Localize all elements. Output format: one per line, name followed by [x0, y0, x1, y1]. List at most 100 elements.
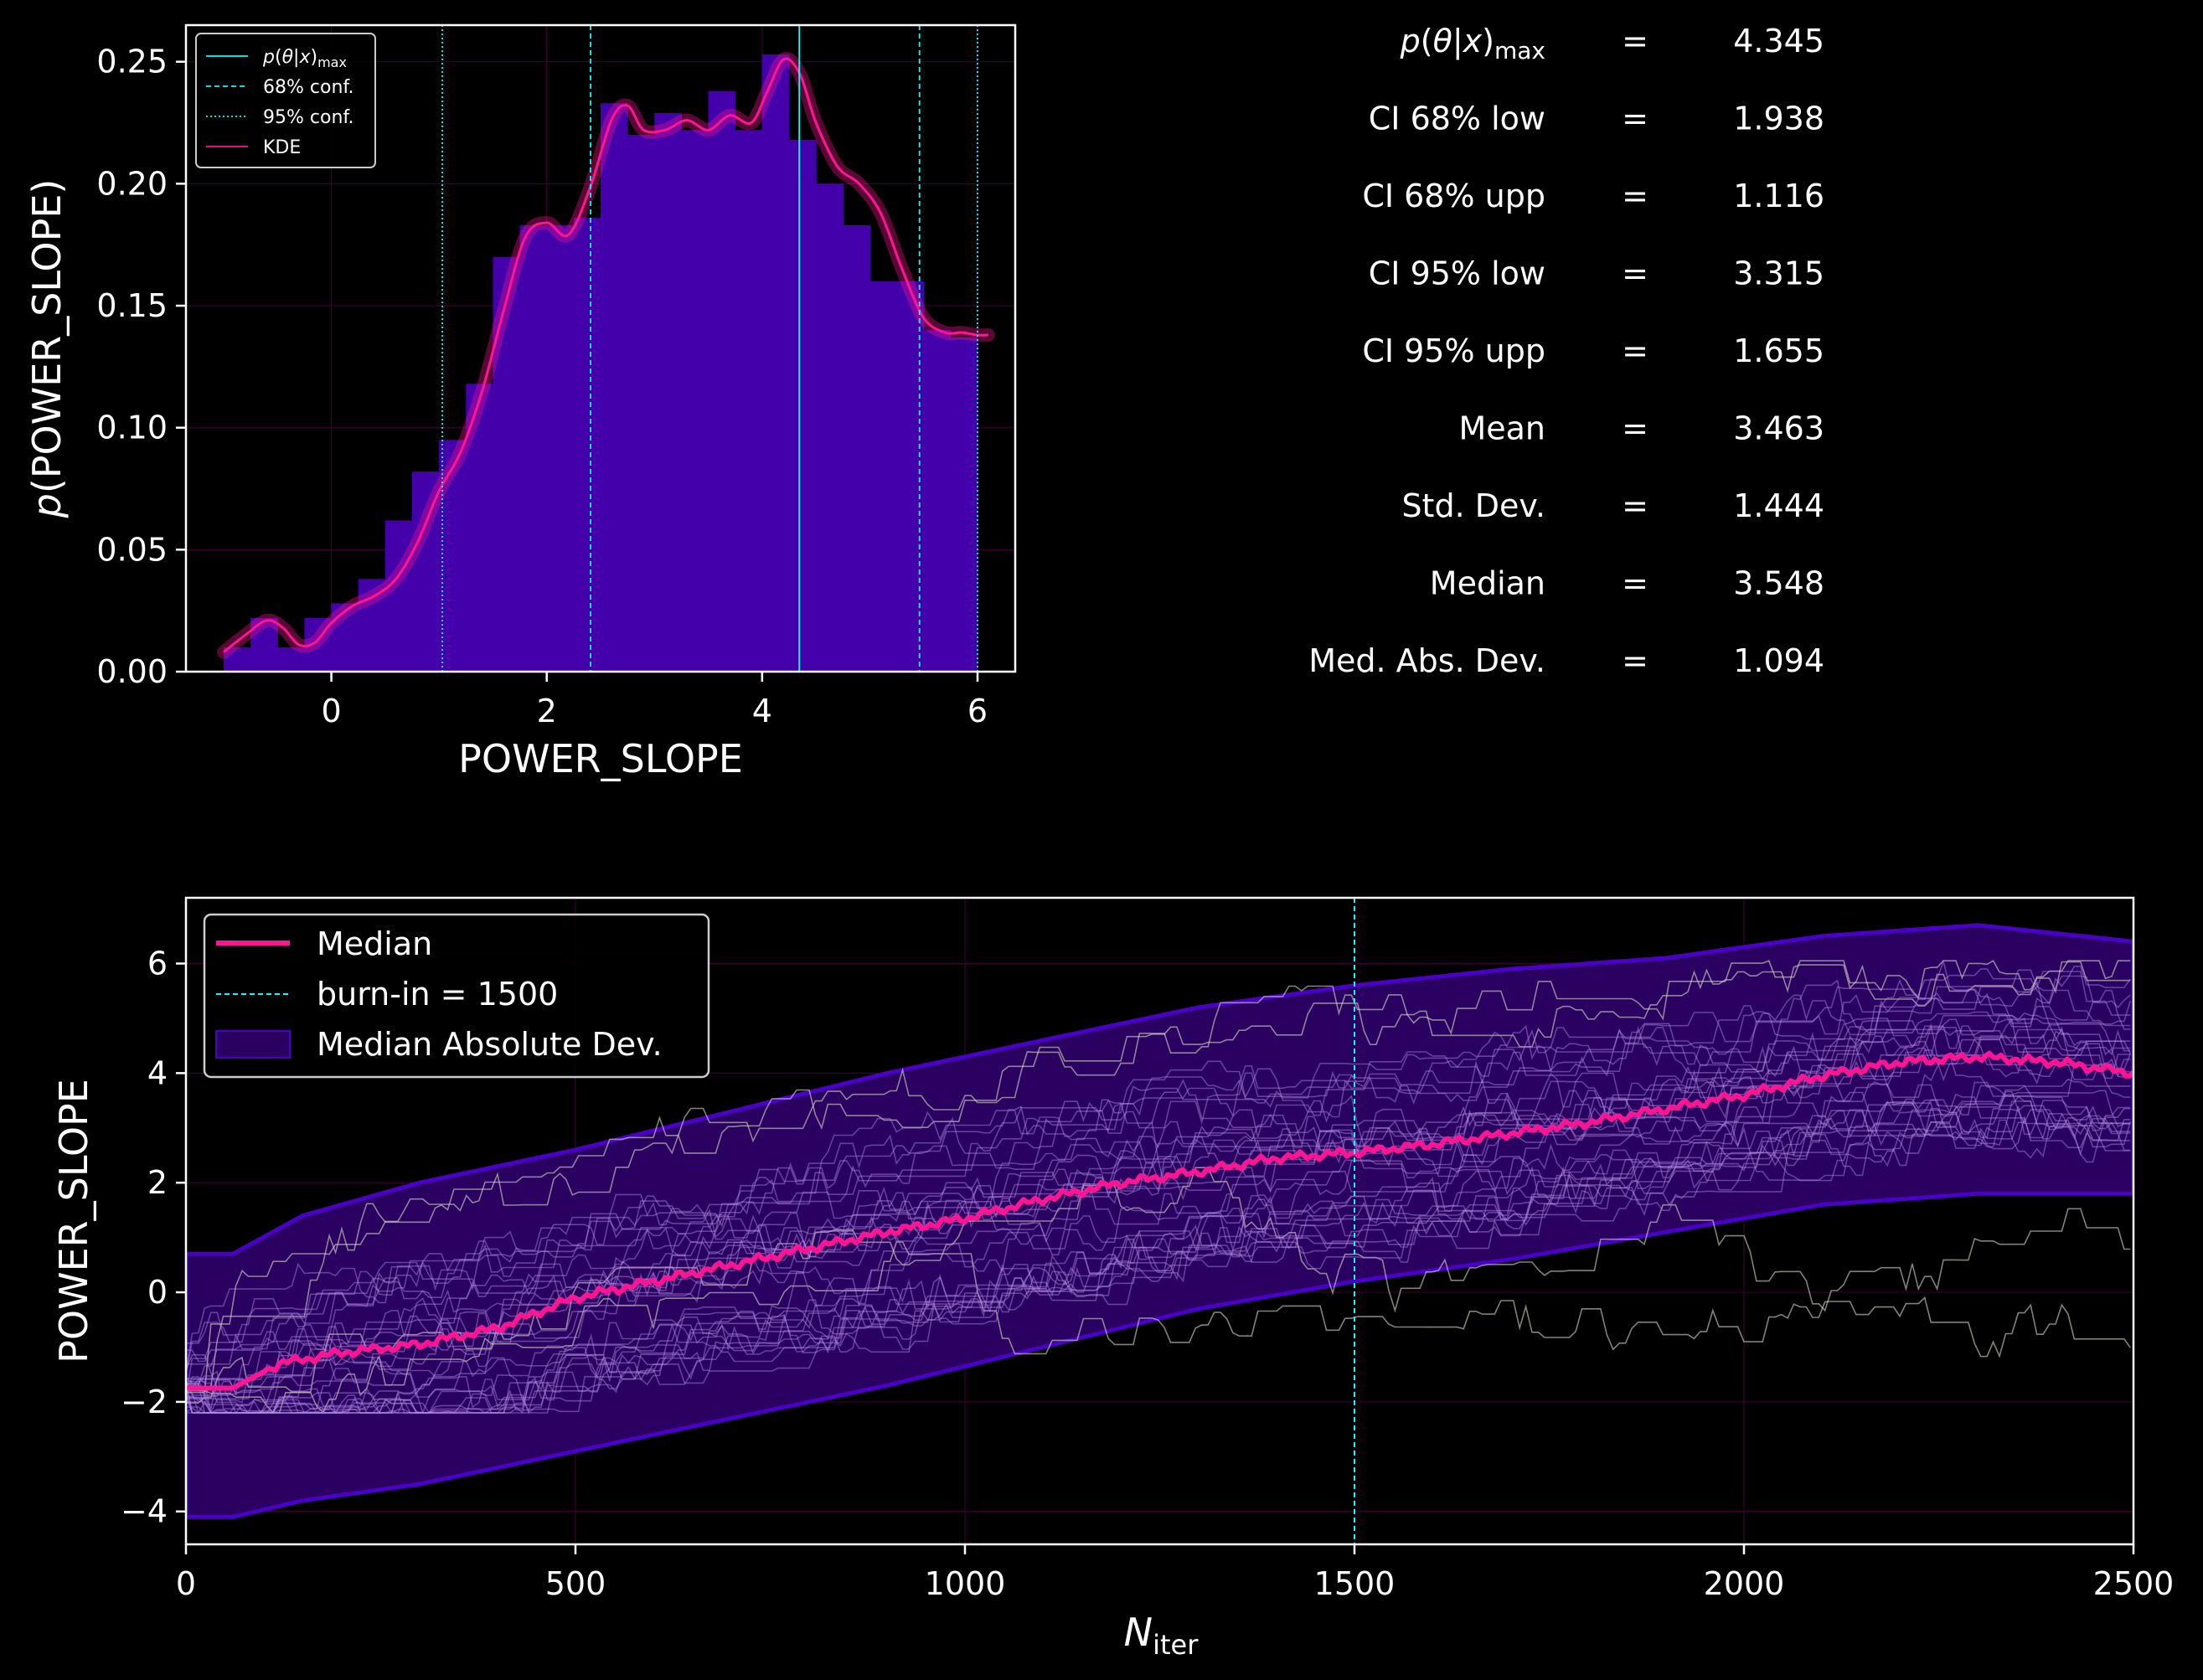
chain-4: [186, 1078, 2131, 1415]
trace-ytick-label-1: −2: [121, 1384, 168, 1420]
hist-bar-9: [466, 384, 494, 672]
chain-24: [186, 1119, 2131, 1414]
chain-32: [186, 1095, 2131, 1414]
trace-xtick-label-5: 2500: [2093, 1565, 2175, 1602]
trace-legend: Median burn-in = 1500 Median Absolute De…: [203, 913, 710, 1079]
hist-ytick-label-1: 0.05: [96, 531, 168, 568]
chain-17: [186, 980, 2131, 1374]
chain-28: [186, 1028, 2132, 1389]
hist-bar-8: [439, 440, 467, 672]
hist-bar-19: [735, 130, 763, 672]
hist-xtick-label-2: 4: [752, 693, 772, 729]
chain-5: [186, 1090, 2131, 1415]
trace-axes-frame: [184, 896, 2135, 1546]
stat-eq-7: =: [1622, 565, 1648, 602]
hist-bar-26: [923, 330, 952, 672]
chain-3: [186, 1167, 2131, 1404]
hist-ytick-label-3: 0.15: [96, 287, 168, 324]
stat-label-6: Std. Dev.: [1401, 487, 1545, 524]
stat-value-2: 1.116: [1733, 178, 1824, 214]
chain-12: [186, 1035, 2131, 1411]
posterior-histogram-panel: 0 2 4 6 0.00 0.05 0.10 0.15 0.20 0.25 POWER_SLOP…: [24, 23, 1017, 781]
trace-legend-box: [203, 913, 710, 1079]
hist-ytick-label-2: 0.10: [96, 410, 168, 446]
chain-1: [186, 960, 2131, 1388]
stat-row-8: Med. Abs. Dev. = 1.094: [1308, 642, 1824, 679]
stat-row-1: CI 68% low = 1.938: [1369, 100, 1824, 137]
stat-label-1: CI 68% low: [1369, 100, 1545, 137]
hist-xtick-label-0: 0: [321, 693, 341, 729]
stat-value-5: 3.463: [1733, 410, 1824, 447]
trace-ytick-label-4: 4: [147, 1054, 168, 1091]
hist-ytick-label-0: 0.00: [96, 653, 168, 690]
hist-ytick-label-4: 0.20: [96, 165, 168, 202]
stat-eq-1: =: [1622, 100, 1648, 137]
hist-axes-frame: [184, 23, 1017, 673]
chain-31: [186, 1090, 2131, 1414]
chain-26: [186, 1100, 2131, 1415]
trace-plot-panel: 0 500 1000 1500 2000 2500 −4 −2 0 2 4 6 Niter POWE…: [51, 896, 2175, 1661]
hist-y-ticks: 0.00 0.05 0.10 0.15 0.20 0.25: [96, 44, 186, 690]
trace-xtick-label-3: 1500: [1314, 1565, 1396, 1602]
hist-bar-5: [358, 579, 386, 672]
trace-median: [186, 1050, 2133, 1391]
hist-bar-24: [869, 281, 898, 672]
hist-kde: [217, 52, 995, 659]
stat-row-4: CI 95% upp = 1.655: [1362, 332, 1824, 369]
chain-22: [186, 971, 2131, 1363]
hist-legend: p(θ|x)max 68% conf. 95% conf. KDE: [195, 33, 376, 168]
chain-6: [186, 1100, 2131, 1414]
chain-21: [186, 1109, 2132, 1414]
legend-kde-label: KDE: [263, 137, 301, 158]
stat-label-3: CI 95% low: [1369, 255, 1545, 292]
chain-0: [186, 960, 2131, 1394]
chain-23: [186, 1027, 2132, 1395]
chain-25: [186, 1023, 2131, 1389]
trace-chains: [186, 959, 2132, 1415]
stat-eq-3: =: [1622, 255, 1648, 292]
stat-row-3: CI 95% low = 3.315: [1369, 255, 1824, 292]
hist-bar-0: [224, 647, 251, 672]
chain-2: [186, 1241, 2131, 1414]
hist-bar-21: [789, 139, 817, 672]
stat-label-8: Med. Abs. Dev.: [1308, 642, 1545, 679]
stat-row-2: CI 68% upp = 1.116: [1362, 178, 1824, 214]
trace-ytick-label-3: 2: [147, 1164, 168, 1201]
chain-19: [186, 1085, 2131, 1415]
trace-x-axis-label: Niter: [1124, 1610, 1200, 1661]
chain-20: [186, 1011, 2131, 1387]
trace-ytick-label-0: −4: [121, 1493, 168, 1530]
legend-median-label: Median: [317, 925, 432, 962]
chain-14: [186, 1014, 2131, 1402]
stat-value-3: 3.315: [1733, 255, 1824, 292]
trace-ytick-label-2: 0: [147, 1274, 168, 1311]
hist-bars: [224, 54, 978, 672]
legend-pmax-label: p(θ|x)max: [262, 47, 347, 70]
trace-mad-band: [186, 923, 2133, 1519]
stat-value-4: 1.655: [1733, 332, 1824, 369]
chain-27: [186, 966, 2131, 1350]
trace-xtick-label-0: 0: [176, 1565, 196, 1602]
hist-bar-18: [708, 90, 736, 672]
chain-8: [186, 968, 2131, 1397]
stat-label-0: p(θ|x)max: [1400, 23, 1545, 64]
hist-bar-2: [277, 647, 306, 672]
hist-bar-20: [761, 54, 790, 672]
median-line: [186, 1050, 2133, 1391]
hist-bar-22: [816, 183, 844, 672]
trace-xtick-label-4: 2000: [1704, 1565, 1785, 1602]
trace-xtick-label-2: 1000: [925, 1565, 1006, 1602]
legend-ci68-label: 68% conf.: [263, 77, 354, 98]
hist-bar-15: [627, 135, 655, 672]
chain-10: [186, 1109, 2131, 1414]
stat-eq-2: =: [1622, 178, 1648, 214]
stat-label-7: Median: [1430, 565, 1545, 602]
stat-eq-5: =: [1622, 410, 1648, 447]
stat-value-1: 1.938: [1733, 100, 1824, 137]
stats-table: p(θ|x)max = 4.345 CI 68% low = 1.938 CI 68% up…: [1308, 23, 1824, 679]
stat-value-8: 1.094: [1733, 642, 1824, 679]
legend-mad-label: Median Absolute Dev.: [317, 1026, 663, 1063]
hist-legend-box: [195, 33, 376, 168]
hist-bar-10: [493, 256, 521, 672]
